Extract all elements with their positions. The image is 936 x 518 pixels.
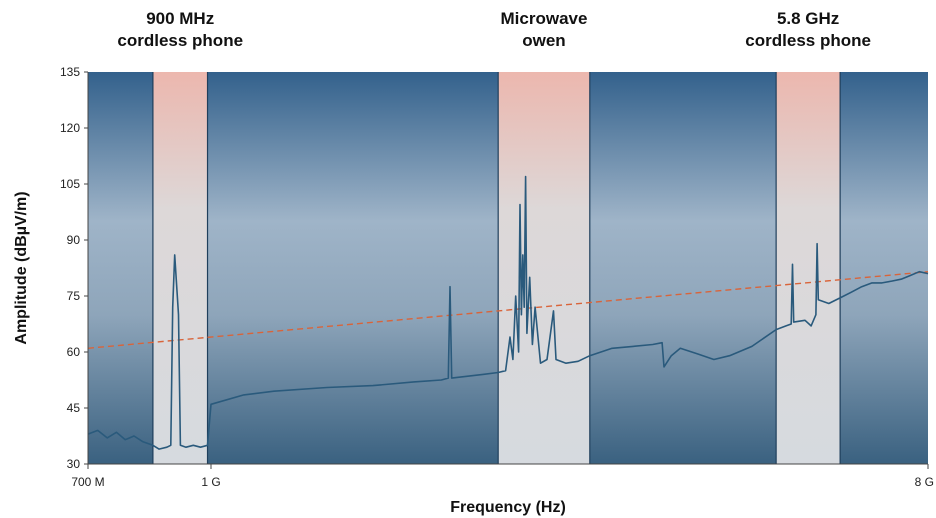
y-tick-label-1: 45 <box>67 401 81 415</box>
y-tick-label-3: 75 <box>67 289 81 303</box>
x-tick-label-0: 700 M <box>71 475 104 489</box>
limit-line <box>87 271 929 349</box>
band-region-1 <box>498 72 590 464</box>
band-label-1-0: Microwave <box>501 9 588 28</box>
y-tick-label-2: 60 <box>67 345 81 359</box>
x-tick-label-1: 1 G <box>201 475 220 489</box>
y-tick-label-5: 105 <box>60 177 80 191</box>
x-axis-ticks: 700 M 1 G 8 G <box>71 464 934 489</box>
y-tick-label-0: 30 <box>67 457 81 471</box>
band-label-1-1: owen <box>522 31 565 50</box>
spectrum-series-line <box>87 175 929 450</box>
y-axis-title: Amplitude (dBµV/m) <box>13 191 30 344</box>
band-dividers <box>152 72 841 464</box>
band-label-2-0: 5.8 GHz <box>777 9 839 28</box>
x-axis-title: Frequency (Hz) <box>450 499 566 516</box>
y-tick-label-6: 120 <box>60 121 80 135</box>
band-label-0-0: 900 MHz <box>146 9 214 28</box>
band-label-2-1: cordless phone <box>745 31 871 50</box>
band-label-0-1: cordless phone <box>117 31 243 50</box>
y-axis-ticks: 30 45 60 75 90 105 120 135 <box>60 65 88 471</box>
y-tick-label-7: 135 <box>60 65 80 79</box>
band-region-2 <box>776 72 841 464</box>
interference-bands <box>152 72 841 464</box>
y-tick-label-4: 90 <box>67 233 81 247</box>
x-tick-label-2: 8 G <box>915 475 934 489</box>
band-labels: 900 MHz cordless phone Microwave owen 5.8 GH… <box>117 9 871 50</box>
